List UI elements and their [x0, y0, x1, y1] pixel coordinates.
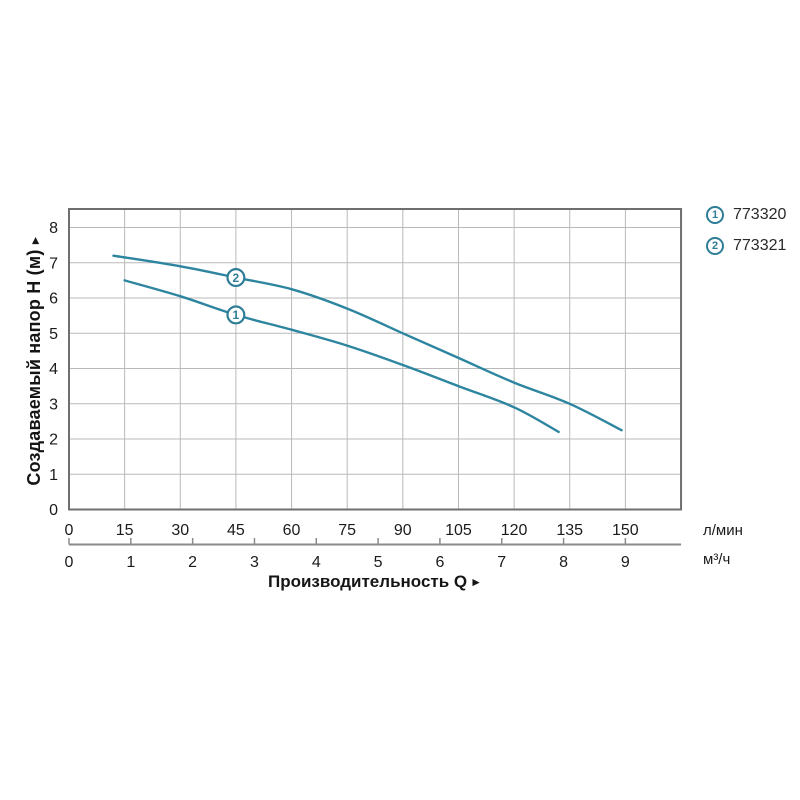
x-tick-label-m3h: 9 — [621, 554, 630, 571]
x-tick-label-m3h: 0 — [65, 554, 74, 571]
x-tick-label-lmin: 15 — [116, 522, 134, 539]
x-tick-label-lmin: 150 — [612, 522, 639, 539]
y-tick-label: 4 — [49, 361, 58, 378]
series-2-code: 773321 — [733, 237, 787, 254]
y-tick-label: 7 — [49, 255, 58, 272]
y-axis-title-text: Создаваемый напор H (м) — [24, 249, 44, 486]
curve-marker-2 — [226, 268, 246, 288]
y-tick-label: 8 — [49, 220, 58, 237]
y-tick-label: 1 — [49, 467, 58, 484]
y-tick-label: 2 — [49, 432, 58, 449]
x-tick-label-lmin: 60 — [283, 522, 301, 539]
series-2-marker-icon: 2 — [706, 237, 724, 255]
curve-marker-1 — [226, 305, 246, 325]
x-tick-label-lmin: 120 — [501, 522, 528, 539]
x-tick-label-m3h: 1 — [126, 554, 135, 571]
plot-border — [68, 208, 683, 511]
y-tick-label: 3 — [49, 396, 58, 413]
x-axis-unit-lmin: л/мин — [703, 522, 743, 539]
x-tick-label-m3h: 4 — [312, 554, 321, 571]
series-1-marker-icon: 1 — [706, 206, 724, 224]
x-axis-title: Производительность Q ► — [69, 572, 681, 592]
curve-marker-number: 2 — [233, 271, 240, 285]
x-tick-label-lmin: 135 — [556, 522, 583, 539]
x-tick-label-m3h: 3 — [250, 554, 259, 571]
series-1-code: 773320 — [733, 206, 787, 223]
x-tick-label-m3h: 6 — [435, 554, 444, 571]
x-axis-title-text: Производительность Q — [267, 572, 468, 591]
y-tick-label: 6 — [49, 291, 58, 308]
y-tick-label: 0 — [49, 502, 58, 519]
curve-773321 — [112, 254, 623, 432]
x-tick-label-lmin: 45 — [227, 522, 245, 539]
y-axis-arrow-icon: ► — [28, 234, 42, 247]
x-tick-label-lmin: 75 — [338, 522, 356, 539]
x-axis-arrow-icon: ► — [470, 575, 483, 589]
x-tick-label-m3h: 2 — [188, 554, 197, 571]
x-tick-label-lmin: 0 — [65, 522, 74, 539]
x-tick-label-m3h: 5 — [374, 554, 383, 571]
legend: 1 773320 2 773321 — [706, 206, 786, 255]
x-tick-label-lmin: 90 — [394, 522, 412, 539]
legend-item-773320: 1 773320 — [706, 206, 786, 224]
curve-773320 — [123, 279, 560, 434]
y-axis-title: Создаваемый напор H (м) ► — [24, 190, 50, 530]
curve-marker-number: 1 — [233, 308, 240, 322]
y-tick-label: 5 — [49, 326, 58, 343]
x-tick-label-m3h: 8 — [559, 554, 568, 571]
x-tick-label-lmin: 30 — [171, 522, 189, 539]
legend-item-773321: 2 773321 — [706, 237, 786, 255]
x-tick-label-m3h: 7 — [497, 554, 506, 571]
grid — [68, 209, 682, 510]
secondary-x-axis — [68, 538, 682, 546]
x-tick-label-lmin: 105 — [445, 522, 472, 539]
x-axis-unit-m3h: м³/ч — [703, 551, 731, 568]
